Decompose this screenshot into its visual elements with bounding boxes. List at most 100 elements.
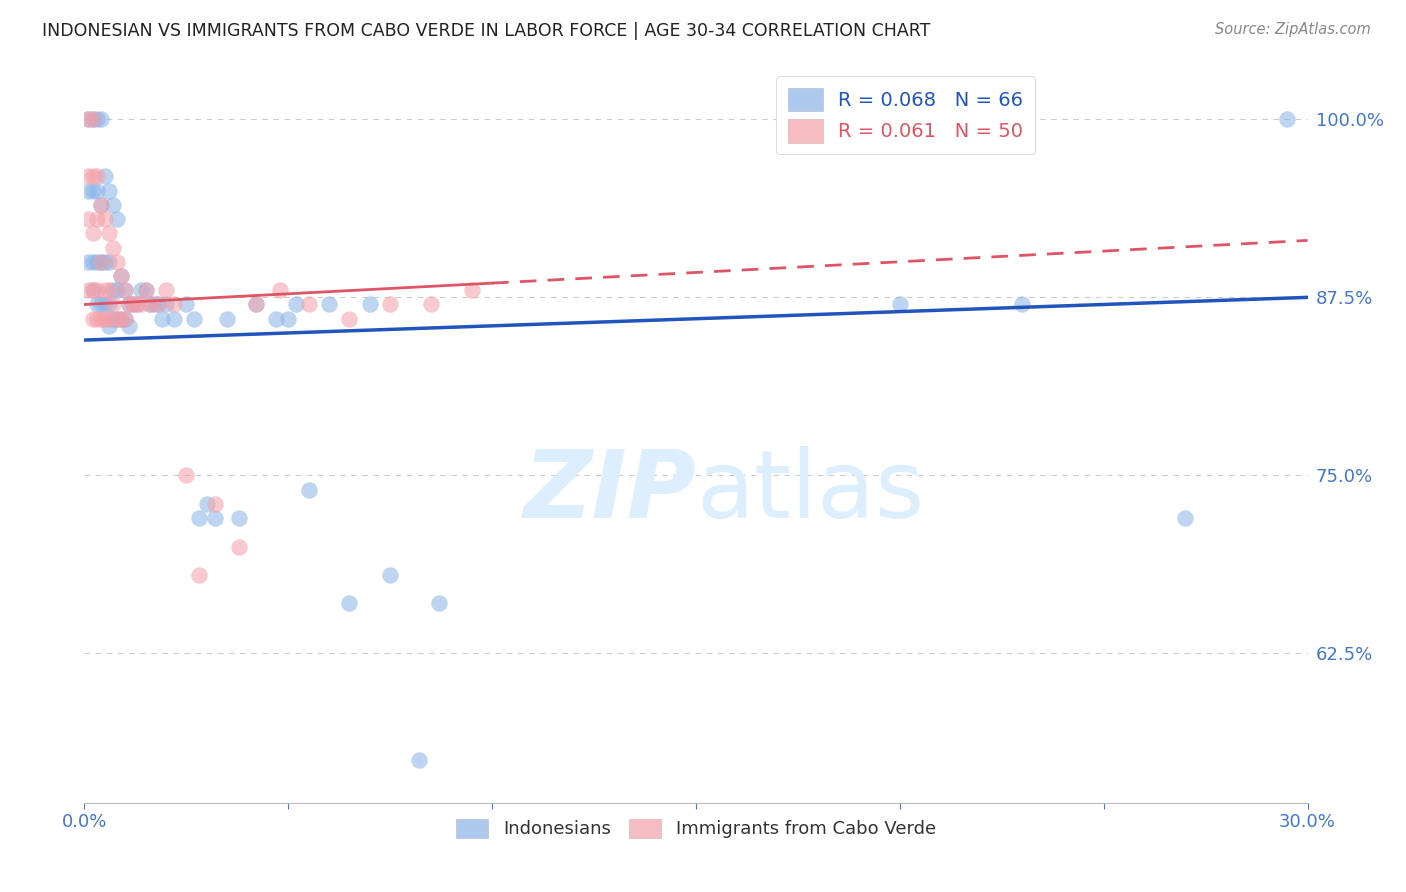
Point [105, 283, 128, 297]
Point [86, 169, 108, 184]
Point [204, 511, 226, 525]
Point [127, 297, 149, 311]
Point [228, 511, 250, 525]
Legend: Indonesians, Immigrants from Cabo Verde: Indonesians, Immigrants from Cabo Verde [449, 812, 943, 846]
Point [204, 497, 226, 511]
Point [889, 297, 911, 311]
Point [318, 297, 340, 311]
Point [90, 311, 112, 326]
Point [118, 297, 141, 311]
Point [90, 254, 112, 268]
Point [155, 297, 177, 311]
Point [105, 311, 128, 326]
Point [110, 268, 132, 283]
Point [101, 241, 124, 255]
Point [82, 227, 104, 241]
Text: INDONESIAN VS IMMIGRANTS FROM CABO VERDE IN LABOR FORCE | AGE 30-34 CORRELATION : INDONESIAN VS IMMIGRANTS FROM CABO VERDE… [42, 22, 931, 40]
Point [380, 568, 402, 582]
Point [277, 311, 299, 326]
Point [97, 254, 120, 268]
Point [155, 283, 177, 297]
Point [86, 311, 108, 326]
Text: atlas: atlas [696, 446, 924, 538]
Point [146, 297, 169, 311]
Point [77, 212, 100, 227]
Point [82, 311, 104, 326]
Point [131, 283, 153, 297]
Point [90, 198, 112, 212]
Point [105, 212, 128, 227]
Point [163, 297, 186, 311]
Point [339, 597, 361, 611]
Point [114, 311, 136, 326]
Point [285, 297, 308, 311]
Point [82, 283, 104, 297]
Point [195, 497, 218, 511]
Point [101, 297, 124, 311]
Point [118, 318, 141, 333]
Point [183, 311, 205, 326]
Point [82, 283, 104, 297]
Point [97, 283, 120, 297]
Point [101, 283, 124, 297]
Point [118, 297, 141, 311]
Point [86, 297, 108, 311]
Point [359, 297, 381, 311]
Point [77, 254, 100, 268]
Point [86, 112, 108, 127]
Point [90, 297, 112, 311]
Point [174, 468, 197, 483]
Point [110, 311, 132, 326]
Point [163, 311, 186, 326]
Point [135, 283, 157, 297]
Point [131, 297, 153, 311]
Point [90, 198, 112, 212]
Point [82, 169, 104, 184]
Point [217, 311, 239, 326]
Point [93, 283, 115, 297]
Text: ZIP: ZIP [523, 446, 696, 538]
Point [138, 297, 160, 311]
Point [114, 283, 136, 297]
Point [86, 254, 108, 268]
Point [97, 318, 120, 333]
Point [77, 112, 100, 127]
Point [97, 184, 120, 198]
Text: Source: ZipAtlas.com: Source: ZipAtlas.com [1215, 22, 1371, 37]
Point [90, 112, 112, 127]
Point [93, 311, 115, 326]
Point [77, 184, 100, 198]
Point [101, 198, 124, 212]
Point [86, 283, 108, 297]
Point [408, 753, 430, 767]
Point [86, 212, 108, 227]
Point [228, 540, 250, 554]
Point [1277, 112, 1299, 127]
Point [135, 283, 157, 297]
Point [1174, 511, 1197, 525]
Point [122, 297, 145, 311]
Point [187, 511, 209, 525]
Point [127, 297, 149, 311]
Point [269, 283, 291, 297]
Point [93, 297, 115, 311]
Point [86, 184, 108, 198]
Point [461, 283, 484, 297]
Point [114, 311, 136, 326]
Point [105, 254, 128, 268]
Point [245, 297, 267, 311]
Point [380, 297, 402, 311]
Point [150, 311, 173, 326]
Point [97, 227, 120, 241]
Point [97, 311, 120, 326]
Point [264, 311, 287, 326]
Point [122, 297, 145, 311]
Point [93, 254, 115, 268]
Point [138, 297, 160, 311]
Point [93, 212, 115, 227]
Point [427, 597, 450, 611]
Point [142, 297, 165, 311]
Point [97, 297, 120, 311]
Point [82, 254, 104, 268]
Point [77, 169, 100, 184]
